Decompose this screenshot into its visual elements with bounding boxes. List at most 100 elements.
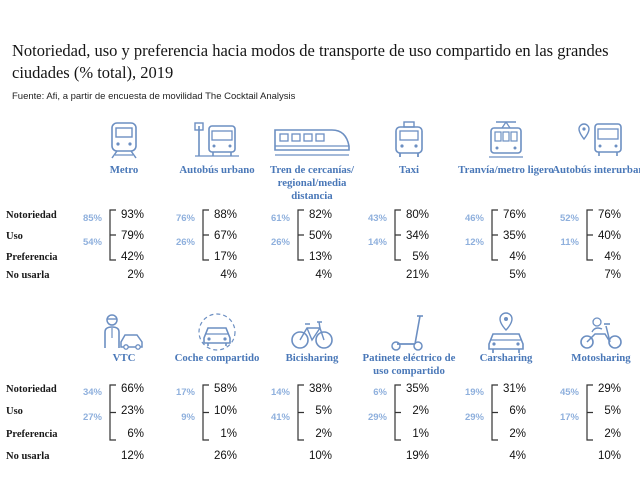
mode-name: Autobús urbano [179,164,255,176]
value-preferencia: 4% [509,251,526,263]
bracket [586,209,593,261]
value-uso: 23% [120,405,144,417]
value-no-usarla: 10% [597,450,621,462]
value-preferencia: 1% [220,428,237,440]
value-uso: 2% [412,405,429,417]
bracket [394,384,401,441]
bracket [297,209,304,261]
value-uso: 40% [597,230,621,242]
value-preferencia: 17% [213,251,237,263]
conversion-preferencia: 27% [82,412,102,423]
scooter-icon [355,312,463,354]
conversion-uso: 45% [559,387,579,398]
carsharing-pin-icon [452,312,560,354]
conversion-uso: 17% [175,387,195,398]
train-icon [258,120,366,162]
value-uso: 50% [308,230,332,242]
bracket [491,384,498,441]
conversion-uso: 46% [464,213,484,224]
value-no-usarla: 5% [509,269,526,281]
conversion-preferencia: 11% [560,237,580,248]
value-uso: 5% [604,405,621,417]
value-notoriedad: 31% [502,383,526,395]
conversion-preferencia: 26% [175,237,195,248]
conversion-preferencia: 14% [367,237,387,248]
value-no-usarla: 10% [308,450,332,462]
value-notoriedad: 35% [405,383,429,395]
value-preferencia: 6% [127,428,144,440]
value-notoriedad: 38% [308,383,332,395]
conversion-uso: 34% [82,387,102,398]
value-preferencia: 42% [120,251,144,263]
conversion-preferencia: 12% [464,237,484,248]
motorbike-icon [547,312,640,354]
value-preferencia: 13% [308,251,332,263]
conversion-uso: 76% [175,213,195,224]
value-preferencia: 2% [315,428,332,440]
value-uso: 35% [502,230,526,242]
value-notoriedad: 80% [405,209,429,221]
bracket [202,384,209,441]
mode-name: Carsharing [479,352,533,364]
row-label-notoriedad: Notoriedad [6,384,57,395]
value-preferencia: 2% [604,428,621,440]
conversion-preferencia: 17% [559,412,579,423]
value-no-usarla: 2% [127,269,144,281]
conversion-preferencia: 29% [367,412,387,423]
driver-car-icon [70,312,178,354]
mode-name: Autobús interurbano [552,164,640,176]
bracket [297,384,304,441]
value-uso: 67% [213,230,237,242]
conversion-preferencia: 9% [181,412,195,423]
row-label-no-usarla: No usarla [6,451,50,462]
value-uso: 6% [509,405,526,417]
row-label-no-usarla: No usarla [6,270,50,281]
value-no-usarla: 4% [220,269,237,281]
value-no-usarla: 21% [405,269,429,281]
mode-name: Patinete eléctrico de uso compartido [362,352,456,377]
value-notoriedad: 76% [597,209,621,221]
mode-name: Tranvía/metro ligero [458,164,554,176]
value-uso: 10% [213,405,237,417]
value-preferencia: 1% [412,428,429,440]
car-sharing-icon [163,312,271,354]
bracket [586,384,593,441]
bus-stop-icon [163,120,271,162]
conversion-uso: 61% [270,213,290,224]
value-uso: 5% [315,405,332,417]
value-no-usarla: 4% [509,450,526,462]
conversion-preferencia: 54% [82,237,102,248]
value-notoriedad: 29% [597,383,621,395]
value-notoriedad: 93% [120,209,144,221]
row-label-preferencia: Preferencia [6,429,58,440]
metro-icon [70,120,178,162]
value-preferencia: 5% [412,251,429,263]
value-notoriedad: 88% [213,209,237,221]
value-no-usarla: 4% [315,269,332,281]
mode-name: VTC [112,352,136,364]
value-uso: 34% [405,230,429,242]
mode-name: Metro [109,164,139,176]
mode-name: Motosharing [571,352,631,364]
row-label-uso: Uso [6,406,23,417]
value-no-usarla: 12% [120,450,144,462]
conversion-uso: 6% [373,387,387,398]
taxi-icon [355,120,463,162]
conversion-uso: 85% [82,213,102,224]
value-preferencia: 4% [604,251,621,263]
conversion-preferencia: 41% [270,412,290,423]
conversion-uso: 52% [559,213,579,224]
value-uso: 79% [120,230,144,242]
conversion-preferencia: 26% [270,237,290,248]
tram-icon [452,120,560,162]
intercity-bus-icon [547,120,640,162]
source-note: Fuente: Afi, a partir de encuesta de mov… [12,91,296,102]
bracket [109,384,116,441]
bracket [491,209,498,261]
conversion-uso: 14% [270,387,290,398]
value-no-usarla: 7% [604,269,621,281]
bracket [109,209,116,261]
mode-name: Coche compartido [174,352,260,364]
value-notoriedad: 76% [502,209,526,221]
conversion-preferencia: 29% [464,412,484,423]
